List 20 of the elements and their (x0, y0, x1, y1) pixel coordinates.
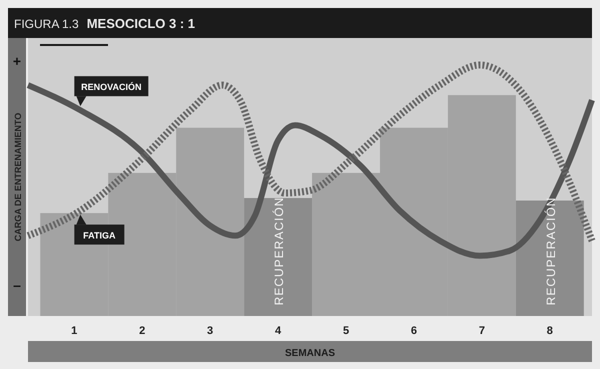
x-tick-label: 7 (478, 325, 485, 337)
annotation: RECUPERACIÓN (272, 196, 286, 306)
x-tick-label: 4 (275, 325, 282, 337)
chart-title: MESOCICLO 3 : 1 (86, 16, 196, 31)
x-axis-title: SEMANAS (284, 348, 336, 359)
series-label: RENOVACIÓN (81, 82, 142, 92)
annotation: RECUPERACIÓN (544, 196, 558, 306)
text: FIGURA 1.3 (14, 17, 79, 31)
y-axis-title: CARGA DE ENTRENAMIENTO (13, 112, 23, 242)
text: – (13, 277, 22, 293)
bar (244, 198, 312, 316)
x-tick-label: 3 (207, 325, 214, 337)
x-tick-label: 2 (139, 325, 146, 337)
x-tick-label: 5 (342, 325, 350, 337)
text: FATIGA (83, 230, 116, 241)
x-tick-label: 8 (546, 325, 553, 337)
x-tick-label: 6 (410, 325, 418, 337)
text: + (12, 53, 22, 69)
x-tick-label: 1 (71, 325, 78, 337)
bar (516, 200, 584, 316)
